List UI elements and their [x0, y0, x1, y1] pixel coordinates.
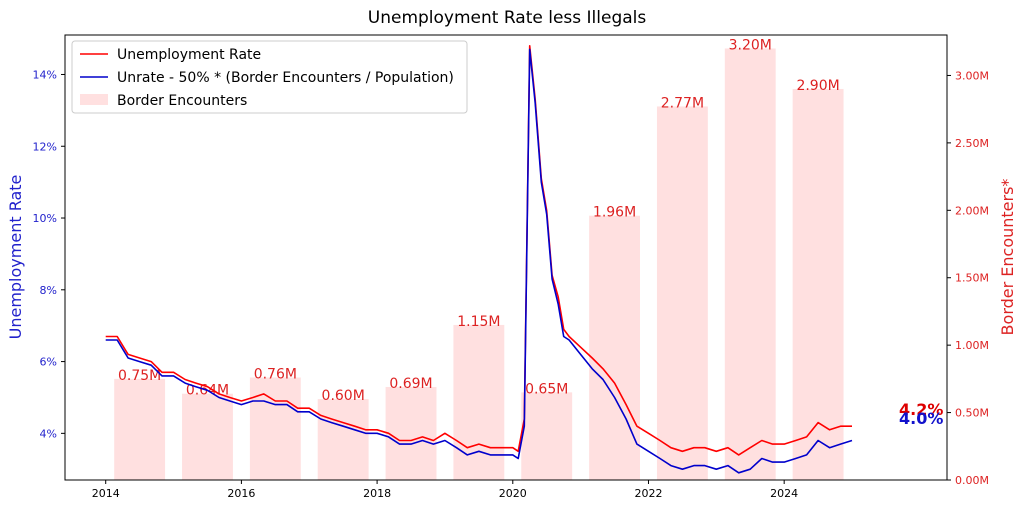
legend-label-unemployment: Unemployment Rate	[117, 47, 261, 63]
bars-group	[114, 48, 844, 481]
border-bar-label: 0.75M	[118, 368, 161, 384]
border-bar	[589, 215, 640, 481]
y-left-tick-label: 4%	[40, 427, 57, 440]
legend-swatch-border	[80, 94, 108, 105]
y-axis-right-label: Border Encounters*	[998, 179, 1017, 336]
x-tick-label: 2024	[770, 487, 798, 500]
y-left-tick-label: 8%	[40, 284, 57, 297]
legend: Unemployment Rate Unrate - 50% * (Border…	[71, 40, 468, 114]
x-tick-label: 2020	[499, 487, 527, 500]
legend-label-border: Border Encounters	[117, 93, 247, 109]
lines-group	[105, 44, 853, 474]
border-bar-label: 1.15M	[457, 314, 500, 330]
border-bar	[114, 378, 166, 480]
border-bar	[453, 324, 505, 480]
x-tick-label: 2016	[227, 487, 255, 500]
x-tick-label: 2014	[92, 487, 120, 500]
border-bar-label: 0.69M	[389, 376, 432, 392]
y-right-tick-label: 3.00M	[955, 69, 989, 82]
y-right-tick-label: 0.50M	[955, 407, 989, 420]
chart-title: Unemployment Rate less Illegals	[368, 8, 647, 28]
y-left-tick-label: 14%	[33, 68, 57, 81]
border-bar	[249, 377, 301, 480]
x-axis: 2014 2016 2018 2020 2022 2024	[92, 480, 798, 500]
border-bar	[317, 399, 369, 480]
y-left-tick-label: 10%	[33, 212, 57, 225]
end-label-unrate-adj: 4.0%	[899, 409, 943, 428]
border-bar	[724, 48, 776, 480]
unemployment-line	[105, 44, 852, 456]
y-right-tick-label: 1.50M	[955, 272, 989, 285]
y-left-tick-label: 6%	[40, 356, 57, 369]
border-bar-label: 1.96M	[593, 205, 636, 221]
border-bar	[521, 392, 573, 480]
plot-frame	[64, 34, 948, 481]
legend-box	[71, 40, 468, 114]
y-axis-left: 4% 6% 8% 10% 12% 14%	[33, 68, 65, 440]
border-bar-label: 0.60M	[322, 388, 365, 404]
border-bar	[385, 386, 437, 480]
border-bar-label: 2.77M	[661, 95, 704, 111]
y-axis-right: 0.00M 0.50M 1.00M 1.50M 2.00M 2.50M 3.00M	[947, 69, 989, 487]
border-bar-label: 3.20M	[729, 37, 772, 53]
border-bar	[792, 88, 844, 480]
border-bar-label: 0.76M	[254, 367, 297, 383]
y-right-tick-label: 2.50M	[955, 137, 989, 150]
x-tick-label: 2018	[363, 487, 391, 500]
y-right-tick-label: 0.00M	[955, 474, 989, 487]
x-tick-label: 2022	[634, 487, 662, 500]
border-bar-label: 2.90M	[796, 78, 839, 94]
y-left-tick-label: 12%	[33, 140, 57, 153]
border-bar	[182, 393, 233, 480]
y-right-tick-label: 1.00M	[955, 339, 989, 352]
unrate-adj-line	[105, 48, 853, 474]
y-right-tick-label: 2.00M	[955, 204, 989, 217]
legend-label-unrate-adj: Unrate - 50% * (Border Encounters / Popu…	[117, 70, 454, 86]
border-bar	[656, 106, 708, 480]
border-bar-label: 0.65M	[525, 381, 568, 397]
end-label-unemployment: 4.2%	[899, 400, 943, 419]
y-axis-left-label: Unemployment Rate	[6, 175, 25, 340]
